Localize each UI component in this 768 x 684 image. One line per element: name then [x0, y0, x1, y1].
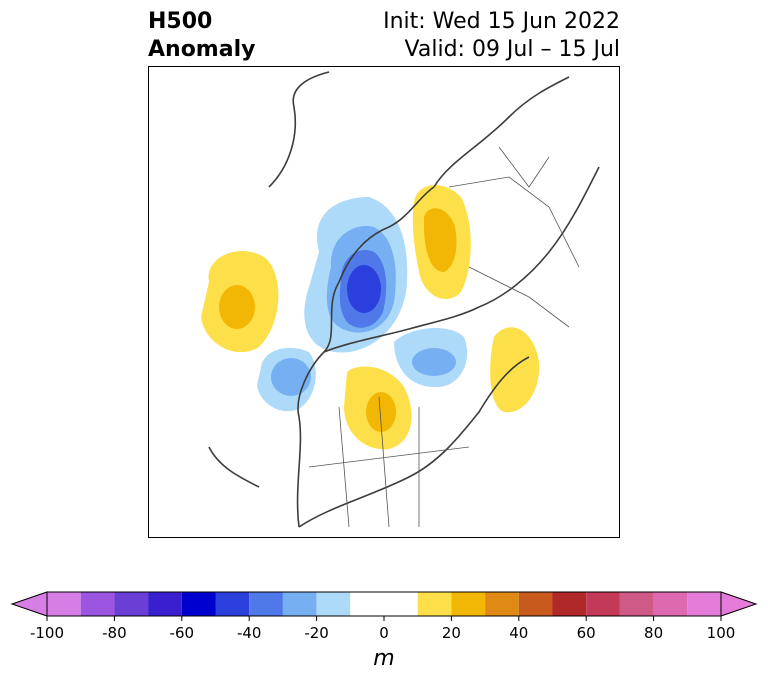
anomaly-hudson-bay [394, 327, 468, 388]
coastlines [208, 71, 600, 528]
colorbar-tick-label: 60 [577, 624, 596, 642]
colorbar-bin-17 [653, 592, 688, 616]
colorbar-ticks: -100 -80 -60 -40 -20 0 20 40 60 80 100 [30, 616, 735, 642]
init-date: Init: Wed 15 Jun 2022 [383, 9, 620, 34]
colorbar-bin-2 [114, 592, 149, 616]
colorbar-bin-18 [687, 592, 721, 616]
colorbar-bin-14 [552, 592, 587, 616]
colorbar-bin-3 [148, 592, 182, 616]
anomaly-north-atlantic [490, 327, 540, 413]
colorbar-tick-label: 0 [379, 624, 389, 642]
colorbar-tick-label: -100 [30, 624, 64, 642]
colorbar-over-arrow [720, 591, 758, 617]
title-block: H500 Anomaly [148, 8, 255, 64]
colorbar-bin-7 [282, 592, 317, 616]
colorbar-unit: m [373, 646, 395, 671]
colorbar-bin-1 [80, 592, 115, 616]
colorbar-tick-label: -60 [170, 624, 195, 642]
anomaly-central-canada [344, 366, 412, 450]
political-borders [308, 146, 580, 528]
valid-range: Valid: 09 Jul – 15 Jul [404, 37, 620, 62]
colorbar-bin-4 [181, 592, 216, 616]
anomaly-map [149, 67, 619, 537]
anomaly-arctic-low [304, 197, 408, 353]
colorbar-bin-16 [619, 592, 654, 616]
colorbar-bin-8 [316, 592, 351, 616]
colorbar-bin-0 [47, 592, 81, 616]
colorbar-bin-9 [350, 592, 418, 616]
colorbar-tick-label: -40 [237, 624, 262, 642]
colorbar-tick-label: 100 [707, 624, 736, 642]
colorbar-bin-10 [417, 592, 452, 616]
colorbar-bin-11 [451, 592, 486, 616]
colorbar-under-arrow [10, 591, 48, 617]
title-variable: H500 [148, 9, 213, 34]
colorbar-bin-13 [518, 592, 553, 616]
colorbar-tick-label: 80 [644, 624, 663, 642]
colorbar-bin-12 [485, 592, 519, 616]
colorbar-tick-label: -80 [102, 624, 127, 642]
colorbar-tick-label: -20 [304, 624, 329, 642]
anomaly-gulf-alaska [257, 347, 316, 412]
colorbar-bin-6 [249, 592, 283, 616]
colorbar-bin-15 [586, 592, 620, 616]
anomaly-siberia [412, 185, 471, 300]
title-field: Anomaly [148, 37, 256, 62]
colorbar-bins [47, 592, 721, 616]
map-panel [148, 66, 620, 538]
colorbar: -100 -80 -60 -40 -20 0 20 40 60 80 100 [10, 591, 758, 642]
colorbar-tick-label: 40 [509, 624, 528, 642]
date-block: Init: Wed 15 Jun 2022 Valid: 09 Jul – 15… [383, 8, 620, 64]
colorbar-tick-label: 20 [442, 624, 461, 642]
anomaly-north-pacific [201, 251, 279, 353]
colorbar-bin-5 [215, 592, 250, 616]
